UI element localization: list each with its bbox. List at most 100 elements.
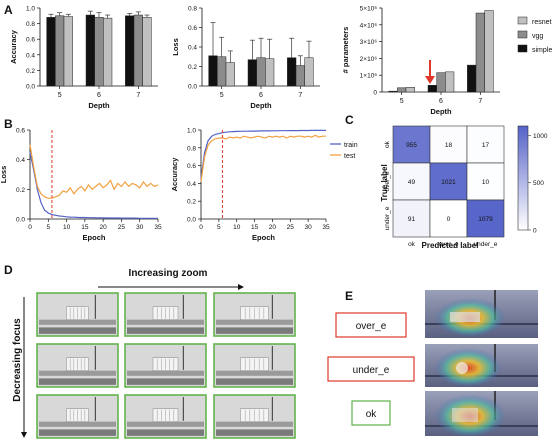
- panel-label-b: B: [4, 117, 13, 131]
- x-tick-label: 20: [100, 224, 108, 231]
- series-line-train: [200, 129, 326, 179]
- row-label: ok: [384, 140, 391, 148]
- base-plate: [216, 378, 293, 385]
- bar-resnet-7: [142, 17, 152, 87]
- legend-label-train: train: [344, 142, 358, 149]
- legend-label-test: test: [344, 153, 355, 160]
- base-plate: [127, 378, 204, 385]
- confusion-ylabel: True label: [380, 164, 389, 201]
- label-ok: ok: [366, 409, 378, 420]
- cell-value: 18: [445, 142, 453, 149]
- x-tick-label: 6: [97, 92, 101, 99]
- y-tick-label: 0.2: [26, 68, 35, 75]
- cell-value: 955: [406, 142, 417, 149]
- y-tick-label: 2×10⁶: [360, 56, 378, 63]
- focus-zoom-image: [213, 343, 296, 388]
- x-tick-label: 15: [81, 224, 89, 231]
- bar-resnet-5: [63, 16, 73, 87]
- image-grid: [36, 292, 296, 439]
- cell-value: 49: [408, 179, 416, 186]
- colorbar-tick-label: 500: [533, 180, 544, 187]
- x-tick-label: 25: [287, 224, 295, 231]
- matrix-cell: [429, 199, 468, 238]
- chart-A-accuracy: 0.0 0.2 0.4 0.6 0.8 1.0 5 6 7 Depth Accuracy: [9, 6, 158, 110]
- cell-value: 17: [482, 142, 490, 149]
- x-tick-label: 7: [136, 92, 140, 99]
- x-tick-label: 5: [220, 92, 224, 99]
- focus-axis-label: Decreasing focus: [12, 318, 23, 402]
- y-tick-label: 0.0: [16, 217, 25, 224]
- x-tick-label: 25: [118, 224, 126, 231]
- bar-vgg-6: [94, 17, 104, 87]
- focus-zoom-image: [124, 394, 207, 439]
- legend-label-vgg: vgg: [532, 33, 543, 40]
- y-tick-label: 1.0: [26, 6, 35, 13]
- panel-label-d: D: [4, 263, 13, 277]
- y-tick-label: 0.4: [187, 181, 196, 188]
- series-line-test: [29, 144, 159, 199]
- y-tick-label: 0.0: [26, 84, 35, 91]
- bar-resnet-5: [405, 87, 415, 93]
- x-tick-label: 35: [154, 224, 162, 231]
- row-label: under_e: [384, 206, 391, 230]
- x-tick-label: 7: [478, 98, 482, 105]
- rail: [39, 370, 116, 376]
- base-plate: [39, 327, 116, 334]
- y-tick-label: 0.4: [26, 52, 35, 59]
- y-tick-label: 0.8: [188, 6, 197, 13]
- cam-image-under-e: [425, 344, 538, 387]
- x-tick-label: 10: [233, 224, 241, 231]
- col-label: ok: [408, 241, 416, 248]
- rail: [39, 319, 116, 325]
- bar-resnet-5: [225, 62, 235, 87]
- x-axis-label: Depth: [88, 101, 110, 110]
- matrix-cell: [392, 162, 431, 201]
- series-line-test: [200, 134, 326, 182]
- label-box-over-e: [335, 312, 407, 338]
- x-tick-label: 5: [400, 98, 404, 105]
- y-tick-label: 5×10⁶: [360, 6, 378, 13]
- base-plate: [39, 378, 116, 385]
- bar-simple-7: [125, 15, 135, 87]
- bar-resnet-6: [445, 71, 455, 93]
- label-box-under-e: [327, 356, 415, 382]
- confusion-xlabel: Predicted label: [422, 241, 479, 250]
- bar-simple-5: [208, 55, 218, 87]
- row-label: over_e: [384, 171, 391, 191]
- focus-zoom-image: [213, 394, 296, 439]
- y-tick-label: 0.2: [187, 199, 196, 206]
- col-label: over_e: [439, 241, 459, 248]
- y-tick-label: 0.0: [188, 84, 197, 91]
- bar-vgg-7: [475, 12, 485, 93]
- rail: [39, 421, 116, 427]
- bar-simple-6: [247, 59, 257, 87]
- bar-vgg-5: [397, 87, 407, 93]
- y-tick-label: 0.6: [16, 128, 25, 135]
- panel-a-legend: resnet vgg simple: [517, 16, 552, 54]
- panel-label-a: A: [4, 3, 13, 17]
- y-tick-label: 0.6: [26, 37, 35, 44]
- rail: [127, 319, 204, 325]
- base-plate: [39, 429, 116, 436]
- rail: [216, 370, 293, 376]
- x-tick-label: 5: [58, 92, 62, 99]
- bar-vgg-7: [133, 14, 143, 87]
- bar-simple-7: [287, 57, 297, 87]
- bar-simple-6: [85, 14, 95, 87]
- cell-value: 1021: [441, 179, 456, 186]
- focus-zoom-image: [124, 343, 207, 388]
- y-tick-label: 0.2: [16, 187, 25, 194]
- colorbar: [517, 125, 529, 231]
- series-line-train: [29, 152, 158, 219]
- bar-vgg-7: [295, 65, 305, 87]
- x-tick-label: 30: [305, 224, 313, 231]
- matrix-cell: [429, 125, 468, 164]
- y-axis-label: Loss: [0, 166, 8, 184]
- base-plate: [216, 327, 293, 334]
- label-under-e: under_e: [353, 365, 390, 376]
- bar-simple-7: [467, 64, 477, 93]
- y-tick-label: 0: [373, 90, 377, 97]
- legend-swatch-simple: [517, 44, 528, 53]
- y-axis-label: Accuracy: [9, 29, 18, 64]
